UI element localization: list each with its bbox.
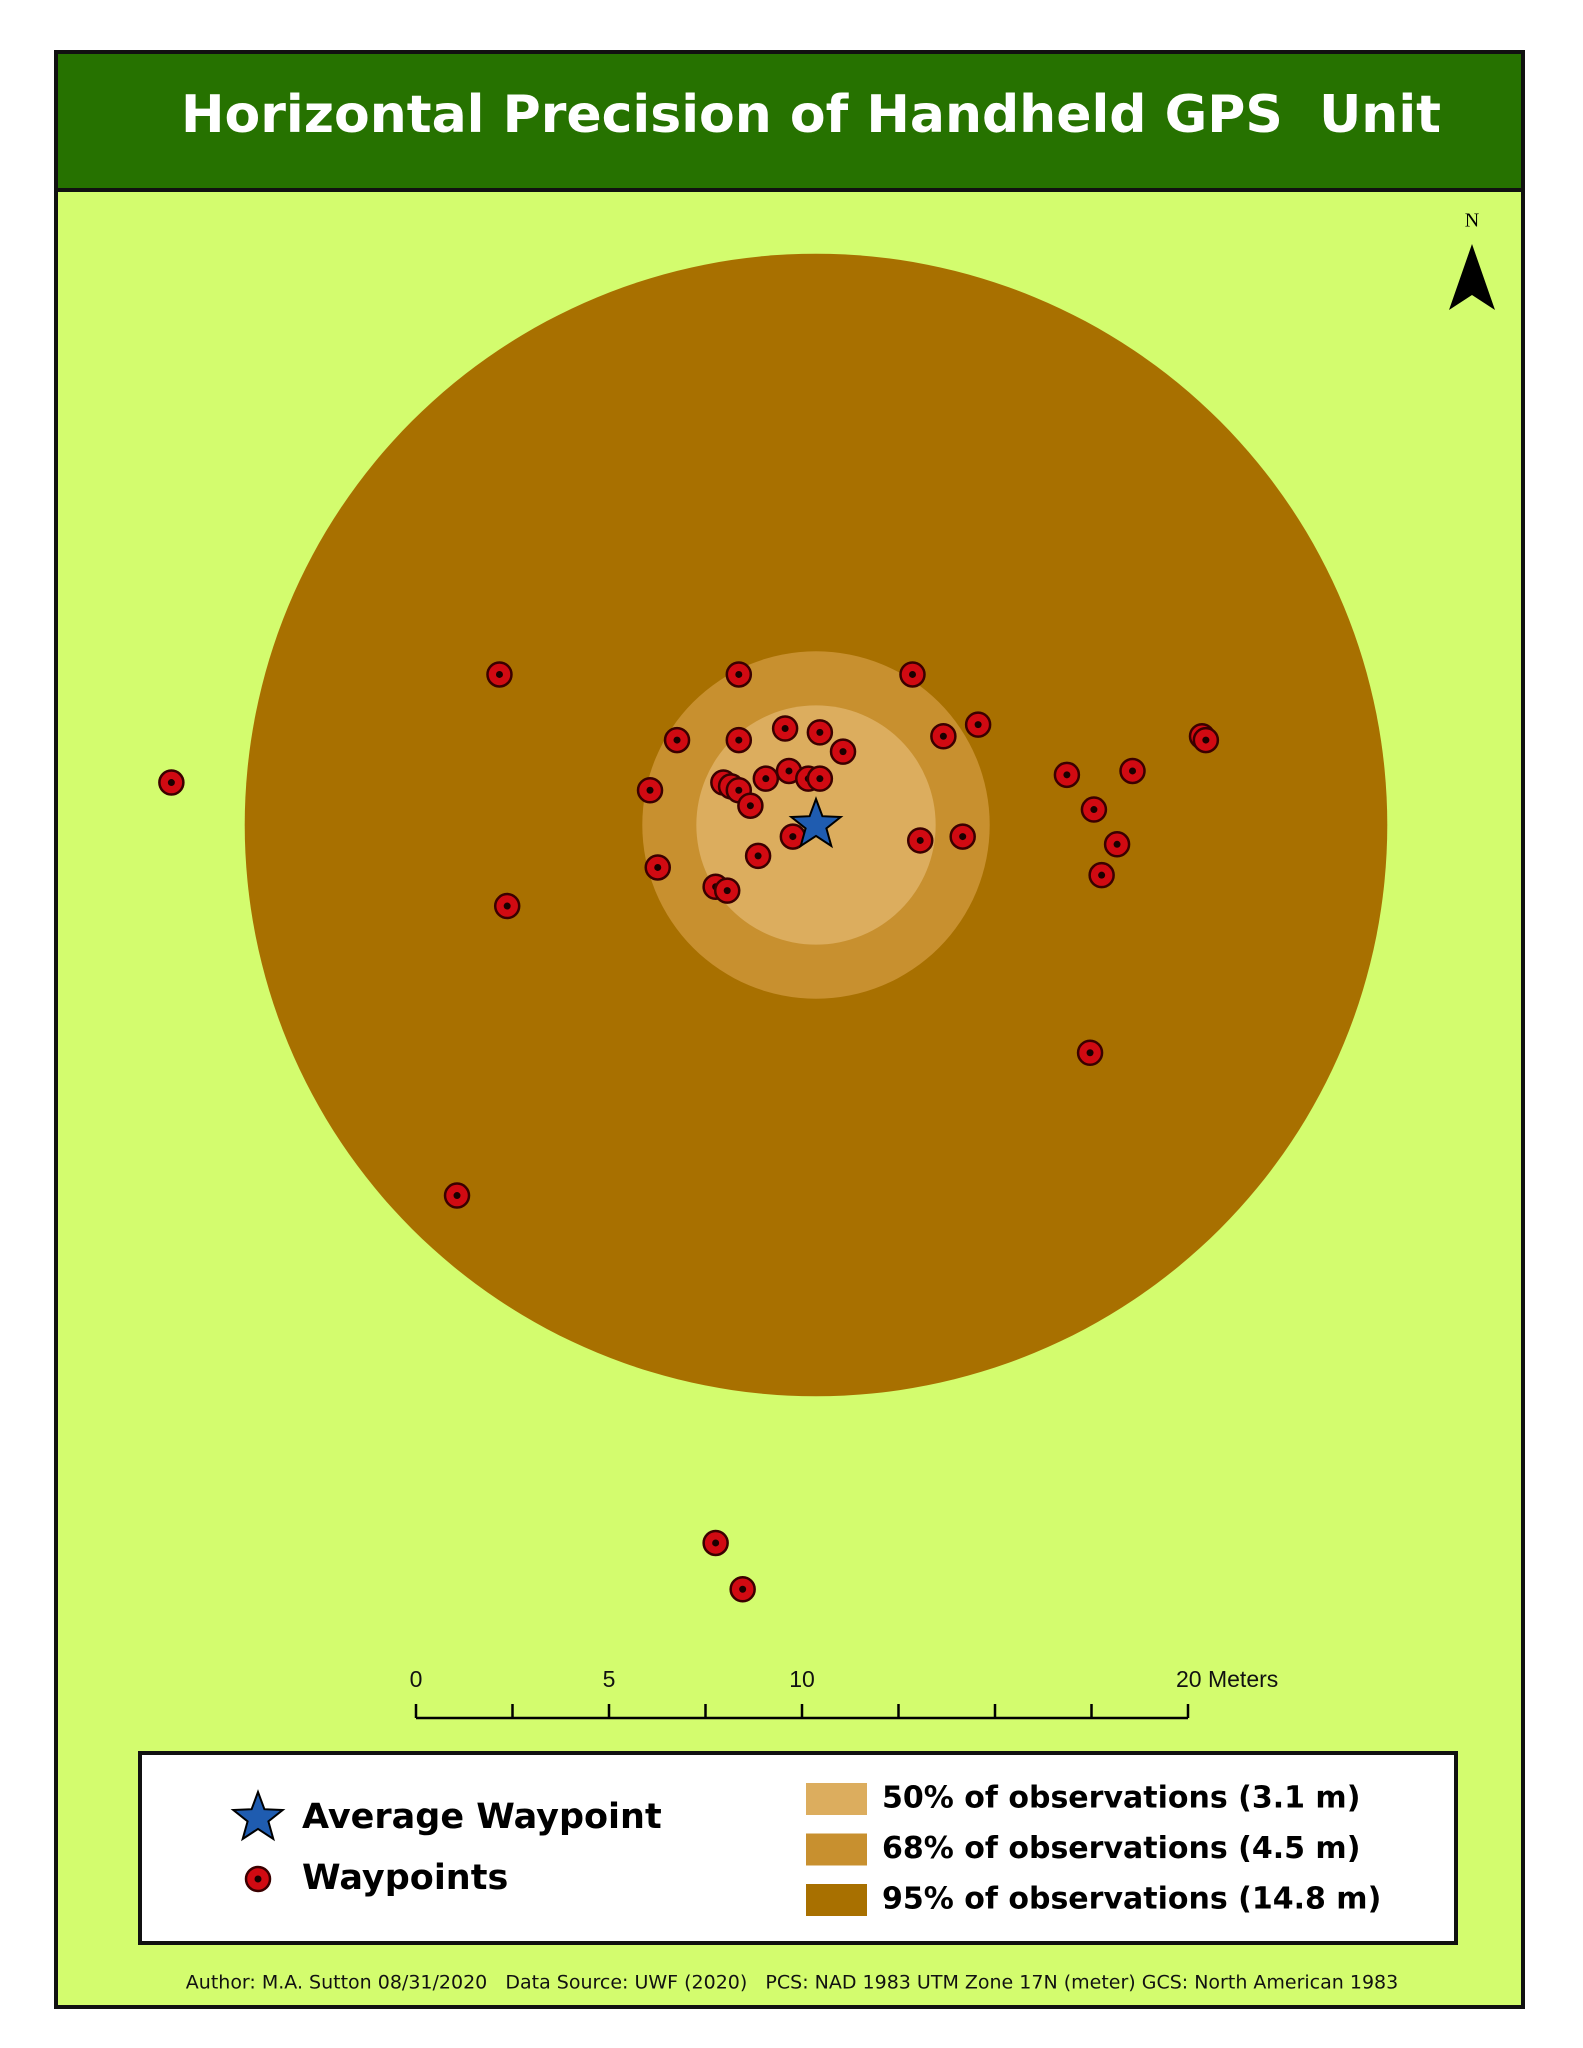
waypoint-center bbox=[254, 1875, 262, 1883]
scale-label: 0 bbox=[410, 1666, 423, 1692]
waypoint-center bbox=[735, 786, 743, 794]
legend-swatch bbox=[806, 1783, 867, 1815]
waypoint-center bbox=[781, 725, 789, 732]
waypoint bbox=[949, 823, 976, 850]
waypoint bbox=[725, 661, 753, 688]
waypoint-center bbox=[754, 852, 762, 860]
waypoint-center bbox=[746, 802, 754, 810]
waypoint-center bbox=[495, 670, 503, 678]
legend-swatch bbox=[806, 1884, 867, 1916]
waypoint-center bbox=[1098, 871, 1106, 879]
average-waypoint bbox=[788, 796, 844, 849]
waypoint bbox=[1119, 757, 1146, 785]
legend-label: 95% of observations (14.8 m) bbox=[882, 1882, 1381, 1917]
waypoint bbox=[493, 892, 521, 920]
waypoint-center bbox=[1086, 1049, 1094, 1057]
waypoint bbox=[737, 792, 764, 819]
waypoint-center bbox=[1129, 767, 1137, 775]
waypoint bbox=[829, 738, 857, 765]
legend-box bbox=[138, 1751, 1458, 1945]
waypoint-center bbox=[167, 779, 175, 787]
waypoint bbox=[744, 842, 772, 870]
waypoint bbox=[486, 661, 513, 688]
waypoint bbox=[899, 661, 926, 688]
waypoint-center bbox=[939, 732, 947, 740]
waypoint-center bbox=[1202, 736, 1210, 744]
title: Horizontal Precision of Handheld GPS Uni… bbox=[181, 85, 1441, 145]
waypoint-center bbox=[654, 863, 662, 871]
waypoint-center bbox=[739, 1585, 747, 1593]
waypoint-center bbox=[712, 1539, 720, 1547]
waypoint bbox=[930, 722, 957, 750]
waypoint bbox=[964, 711, 992, 738]
waypoint bbox=[729, 1576, 756, 1603]
legend-star bbox=[230, 1789, 286, 1842]
waypoint-center bbox=[816, 728, 824, 736]
scale-bar: 0 5 10 20 Meters bbox=[410, 1666, 1278, 1720]
map-area bbox=[158, 253, 1388, 1603]
waypoint bbox=[1076, 1039, 1104, 1066]
scale-label: 20 Meters bbox=[1176, 1666, 1278, 1692]
waypoint-center bbox=[974, 721, 982, 729]
scale-label: 10 bbox=[789, 1666, 815, 1692]
north-arrow bbox=[1449, 244, 1495, 310]
waypoint-center bbox=[1090, 806, 1098, 814]
waypoint bbox=[1053, 761, 1081, 789]
legend-label: Waypoints bbox=[302, 1858, 508, 1898]
waypoint-center bbox=[735, 736, 743, 744]
waypoint-center bbox=[909, 670, 916, 678]
waypoint-center bbox=[1063, 771, 1071, 779]
waypoint bbox=[663, 726, 691, 754]
legend: Average Waypoint Waypoints 50% of observat… bbox=[230, 1781, 1381, 1917]
north-label: N bbox=[1465, 210, 1479, 232]
waypoint bbox=[244, 1865, 272, 1893]
waypoint bbox=[158, 769, 185, 796]
waypoint-center bbox=[503, 902, 511, 910]
waypoint-center bbox=[785, 767, 793, 775]
waypoint bbox=[906, 827, 934, 854]
waypoint bbox=[771, 715, 799, 742]
waypoint-center bbox=[735, 670, 743, 678]
waypoint bbox=[702, 1529, 729, 1557]
waypoint-center bbox=[646, 786, 654, 794]
waypoint bbox=[644, 854, 671, 881]
waypoint bbox=[443, 1182, 471, 1209]
waypoint bbox=[1103, 831, 1131, 858]
waypoint bbox=[1080, 796, 1108, 823]
title-bar bbox=[54, 50, 1525, 192]
waypoint-center bbox=[789, 833, 797, 841]
waypoint bbox=[752, 765, 780, 792]
waypoint-center bbox=[839, 748, 847, 756]
waypoint bbox=[725, 726, 753, 754]
waypoint-center bbox=[816, 775, 824, 783]
waypoint bbox=[1088, 861, 1115, 889]
waypoint bbox=[806, 765, 834, 792]
waypoint-center bbox=[673, 736, 681, 744]
legend-label: Average Waypoint bbox=[302, 1797, 662, 1837]
scale-label: 5 bbox=[603, 1666, 616, 1692]
waypoint-center bbox=[1113, 840, 1121, 848]
waypoint bbox=[1192, 726, 1220, 754]
waypoint bbox=[806, 719, 834, 746]
waypoint-center bbox=[762, 775, 770, 783]
waypoint-center bbox=[959, 833, 967, 841]
legend-label: 50% of observations (3.1 m) bbox=[882, 1781, 1360, 1816]
legend-swatch bbox=[806, 1833, 867, 1866]
waypoint-center bbox=[916, 836, 924, 844]
waypoint-center bbox=[723, 887, 731, 895]
legend-label: 68% of observations (4.5 m) bbox=[882, 1831, 1360, 1866]
waypoint-center bbox=[453, 1192, 461, 1200]
footer: Author: M.A. Sutton 08/31/2020 Data Sour… bbox=[186, 1972, 1398, 1994]
waypoint bbox=[636, 777, 664, 804]
waypoint bbox=[713, 877, 741, 904]
